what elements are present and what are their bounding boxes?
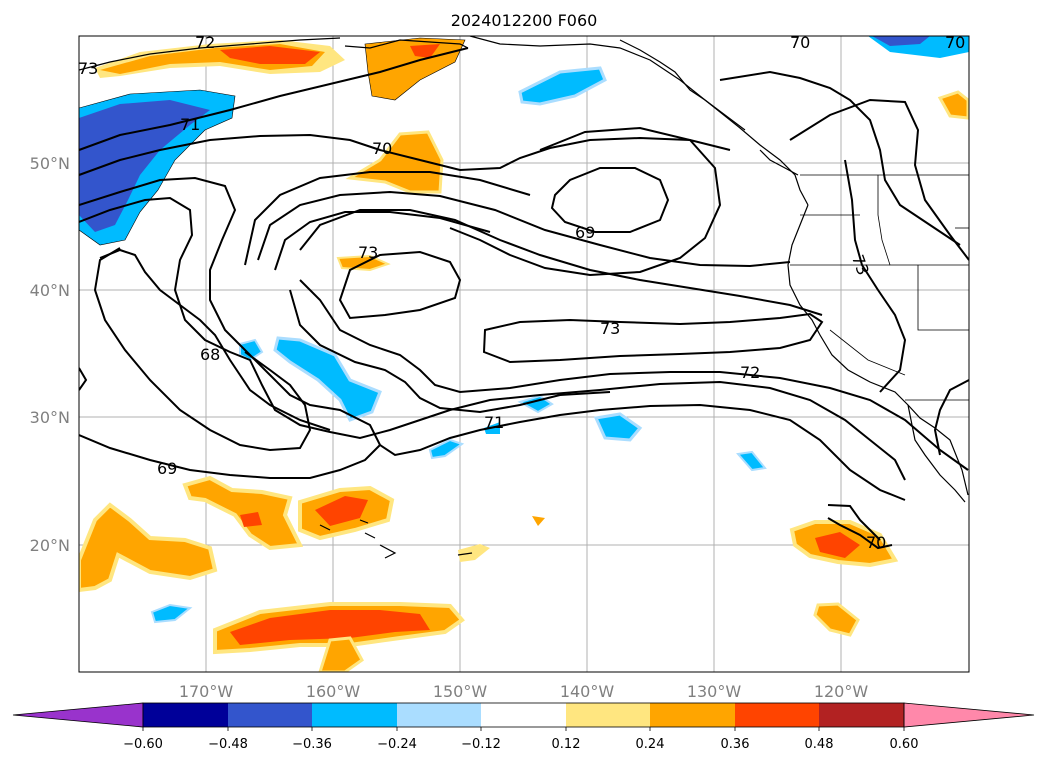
colorbar-swatch (228, 703, 312, 727)
colorbar-tick-label: 0.60 (890, 737, 919, 752)
contour-label: 73 (600, 319, 620, 338)
lat-label: 20°N (30, 536, 70, 555)
contour-label: 71 (180, 115, 200, 134)
map-panel: 72 73 71 70 73 69 73 68 73 72 71 69 70 7… (78, 33, 970, 673)
lon-label: 130°W (687, 682, 742, 701)
colorbar-tick-label: −0.24 (377, 737, 417, 752)
contour-label: 71 (484, 413, 504, 432)
lon-label: 160°W (306, 682, 361, 701)
latitude-labels: 50°N 40°N 30°N 20°N (30, 154, 70, 555)
colorbar-swatch (650, 703, 735, 727)
contour-label: 69 (157, 459, 177, 478)
colorbar-swatch (566, 703, 650, 727)
colorbar-swatch (819, 703, 904, 727)
lat-label: 50°N (30, 154, 70, 173)
colorbar-swatch (143, 703, 228, 727)
colorbar-tick-label: −0.36 (292, 737, 332, 752)
colorbar-extend-low (12, 702, 144, 728)
colorbar-swatch (397, 703, 481, 727)
contour-label: 70 (945, 33, 965, 52)
colorbar-tick-label: 0.24 (636, 737, 665, 752)
anomaly-shading (79, 36, 969, 672)
contour-label: 69 (575, 223, 595, 242)
lon-label: 170°W (179, 682, 234, 701)
contour-label: 73 (78, 59, 98, 78)
lat-label: 30°N (30, 408, 70, 427)
colorbar-tick-label: 0.36 (721, 737, 750, 752)
contour-label: 70 (866, 533, 886, 552)
contour-label: 68 (200, 345, 220, 364)
colorbar-swatch (735, 703, 819, 727)
contour-label: 72 (195, 33, 215, 52)
contour-label: 70 (790, 33, 810, 52)
height-contours (79, 47, 969, 550)
colorbar-tick-label: −0.48 (208, 737, 248, 752)
colorbar-tick-label: 0.12 (552, 737, 581, 752)
contour-label: 73 (358, 243, 378, 262)
lon-label: 140°W (560, 682, 615, 701)
colorbar-swatch (481, 703, 566, 727)
colorbar-swatch (312, 703, 397, 727)
longitude-labels: 170°W 160°W 150°W 140°W 130°W 120°W (179, 682, 869, 701)
contour-label: 70 (372, 139, 392, 158)
lon-label: 120°W (814, 682, 869, 701)
colorbar: −0.60 −0.48 −0.36 −0.24 −0.12 0.12 0.24 … (12, 702, 1035, 752)
colorbar-extend-high (903, 702, 1035, 728)
colorbar-tick-label: 0.48 (805, 737, 834, 752)
lon-label: 150°W (433, 682, 488, 701)
map-title: 2024012200 F060 (451, 11, 598, 30)
colorbar-tick-label: −0.60 (123, 737, 163, 752)
contour-label: 72 (740, 363, 760, 382)
colorbar-tick-label: −0.12 (461, 737, 501, 752)
lat-label: 40°N (30, 281, 70, 300)
political-borders (790, 174, 969, 401)
